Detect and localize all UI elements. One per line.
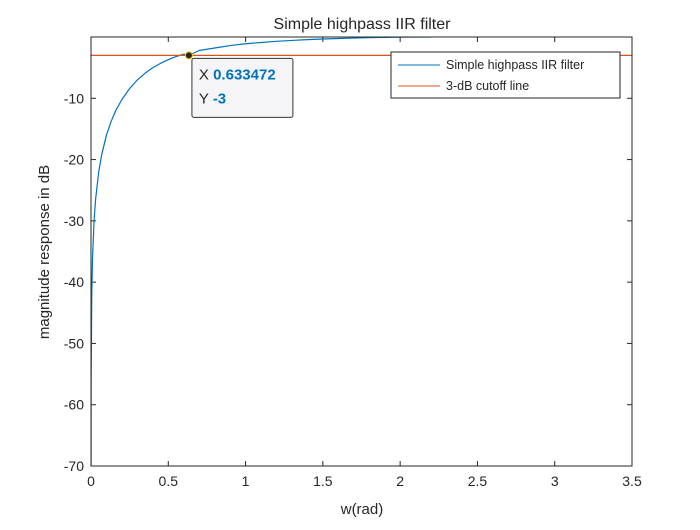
- legend-entry-cutoff[interactable]: 3-dB cutoff line: [398, 79, 529, 93]
- legend-label-cutoff: 3-dB cutoff line: [446, 79, 529, 93]
- datatip-y-label: Y: [199, 90, 213, 107]
- legend-box: [390, 51, 621, 99]
- datatip-marker[interactable]: [184, 51, 193, 60]
- datatip-y-row: Y -3: [199, 90, 226, 107]
- y-tick-label: -40: [64, 274, 84, 290]
- x-tick-label: 2.5: [468, 473, 488, 489]
- legend-entry-filter[interactable]: Simple highpass IIR filter: [398, 58, 584, 72]
- y-tick-label: -70: [64, 458, 84, 474]
- y-tick-label: -20: [64, 152, 84, 168]
- legend-label-filter: Simple highpass IIR filter: [446, 58, 584, 72]
- x-tick-label: 3.5: [622, 473, 642, 489]
- datatip-x-row: X 0.633472: [199, 66, 276, 83]
- legend[interactable]: Simple highpass IIR filter 3-dB cutoff l…: [390, 51, 621, 99]
- x-tick-label: 0.5: [159, 473, 179, 489]
- datatip-x-label: X: [199, 66, 213, 83]
- datatip-y-value: -3: [213, 90, 226, 107]
- datatip-box: [191, 57, 294, 118]
- y-tick-label: -30: [64, 213, 84, 229]
- x-tick-label: 2: [396, 473, 404, 489]
- y-axis-title: magnitude response in dB: [36, 165, 53, 339]
- y-tick-label: -10: [64, 90, 84, 106]
- x-tick-label: 1.5: [313, 473, 333, 489]
- x-tick-label: 0: [87, 473, 95, 489]
- x-tick-label: 3: [551, 473, 559, 489]
- axes-box: [90, 36, 633, 467]
- x-axis-title: w(rad): [340, 501, 384, 518]
- series-line-filter: [91, 37, 432, 466]
- datatip-x-value: 0.633472: [213, 66, 276, 83]
- chart-title: Simple highpass IIR filter: [274, 16, 452, 33]
- y-tick-label: -50: [64, 335, 84, 351]
- plot-area: [91, 37, 632, 466]
- x-tick-label: 1: [242, 473, 250, 489]
- tick-labels: 0 0.5 1 1.5 2 2.5 3 3.5 -70 -60 -50 -40 -30 -20 -10: [64, 90, 642, 489]
- y-tick-label: -60: [64, 397, 84, 413]
